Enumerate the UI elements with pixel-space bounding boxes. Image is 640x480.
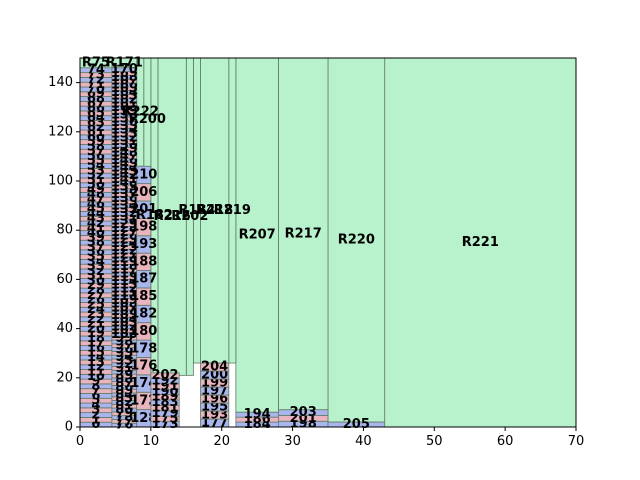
x-tick-label: 0 <box>76 434 84 449</box>
region-label: R220 <box>338 233 375 248</box>
block-label: 182 <box>130 307 157 322</box>
block-label: 210 <box>130 167 157 182</box>
y-tick-label: 0 <box>65 420 73 435</box>
block-rect <box>200 362 230 372</box>
x-tick-label: 60 <box>497 434 514 449</box>
block-label: 7 <box>91 384 100 399</box>
region-rect <box>384 57 577 428</box>
block-label: 187 <box>130 272 157 287</box>
block-label: 178 <box>130 341 157 356</box>
y-tick-label: 100 <box>48 174 73 189</box>
block-label: 6 <box>91 388 100 403</box>
plot-layer: 0123456789101112131415161718192021222324… <box>79 55 577 433</box>
region-label: R218 <box>196 203 233 218</box>
block-label: 5 <box>91 393 100 408</box>
region-rect <box>235 57 279 413</box>
region-label: R75 <box>82 55 110 70</box>
block-rect <box>111 67 138 73</box>
region-label: R222 <box>122 105 159 120</box>
block-label: 1 <box>91 412 100 427</box>
region-label: R216 <box>154 209 191 224</box>
x-tick-label: 40 <box>355 434 372 449</box>
region-label: R182 <box>136 208 173 223</box>
region-label: R184 <box>178 203 215 218</box>
region-label: R207 <box>239 228 276 243</box>
block-label: 74 <box>87 63 105 78</box>
block-rect <box>277 409 329 416</box>
x-tick-label: 70 <box>568 434 585 449</box>
y-tick-label: 140 <box>48 75 73 90</box>
y-tick-label: 20 <box>56 370 73 385</box>
block-label: 188 <box>130 254 157 269</box>
block-label: 185 <box>130 289 157 304</box>
block-label: 202 <box>151 368 178 383</box>
block-label: 170 <box>111 62 138 77</box>
region-label: R221 <box>462 235 499 250</box>
block-label: 198 <box>130 220 157 235</box>
region-label: R202 <box>171 209 208 224</box>
block-label: 205 <box>343 417 370 432</box>
plot-frame <box>79 57 577 428</box>
x-tick-label: 50 <box>426 434 443 449</box>
block-label: 193 <box>130 237 157 252</box>
block-label: 2 <box>91 408 100 423</box>
region-label: R171 <box>106 55 143 70</box>
block-label: 9 <box>91 374 100 389</box>
x-tick-label: 30 <box>284 434 301 449</box>
block-rect <box>150 372 180 379</box>
block-rect <box>136 165 152 185</box>
region-label: R200 <box>129 112 166 127</box>
block-label: 180 <box>130 324 157 339</box>
region-label: R217 <box>285 226 322 241</box>
y-tick-label: 120 <box>48 124 73 139</box>
block-label: 8 <box>91 379 100 394</box>
y-tick-label: 60 <box>56 272 73 287</box>
block-label: 3 <box>91 403 100 418</box>
x-tick-label: 20 <box>213 434 230 449</box>
block-label: 176 <box>130 359 157 374</box>
block-label: 204 <box>201 360 228 375</box>
y-tick-label: 80 <box>56 223 73 238</box>
x-tick-label: 10 <box>143 434 160 449</box>
block-label: 206 <box>130 185 157 200</box>
region-rect <box>277 57 329 411</box>
region-label: R219 <box>214 203 251 218</box>
block-label: 0 <box>91 417 100 432</box>
block-label: 194 <box>244 407 271 422</box>
block-label: 4 <box>91 398 100 413</box>
block-label: 203 <box>290 405 317 420</box>
y-tick-label: 40 <box>56 321 73 336</box>
block-label: 201 <box>130 202 157 217</box>
